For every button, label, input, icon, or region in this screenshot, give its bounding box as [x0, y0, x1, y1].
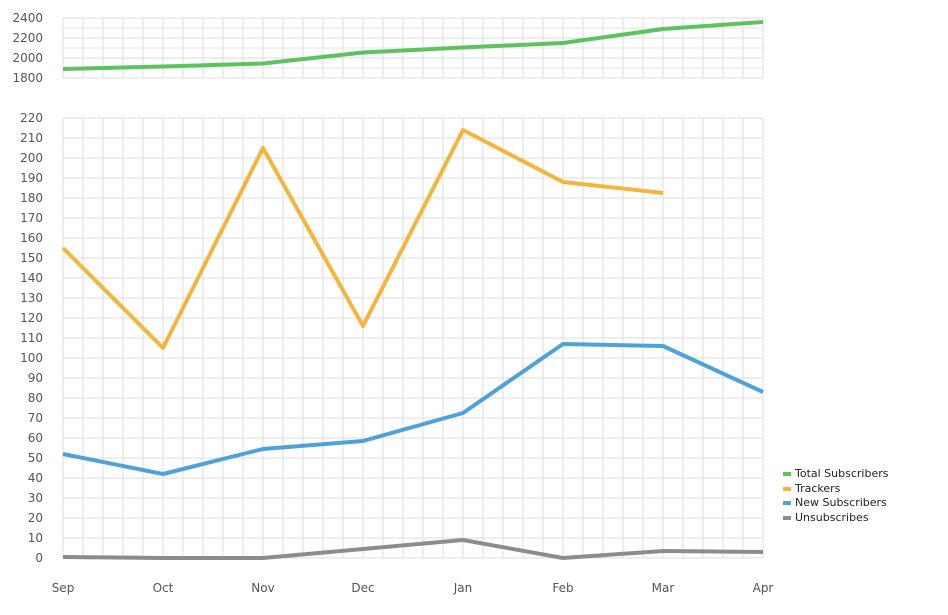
bottom-y-tick-label: 50: [28, 451, 43, 465]
x-tick-label-dec: Dec: [351, 581, 374, 595]
x-tick-label-mar: Mar: [652, 581, 675, 595]
bottom-y-tick-label: 140: [20, 271, 43, 285]
x-tick-label-sep: Sep: [52, 581, 75, 595]
bottom-y-tick-label: 160: [20, 231, 43, 245]
bottom-y-tick-label: 200: [20, 151, 43, 165]
top-y-tick-label: 1800: [12, 71, 43, 85]
bottom-y-tick-label: 80: [28, 391, 43, 405]
legend-swatch-new-subscribers: [783, 501, 791, 506]
bottom-y-tick-label: 10: [28, 531, 43, 545]
bottom-y-tick-label: 210: [20, 131, 43, 145]
bottom-y-tick-label: 0: [35, 551, 43, 565]
bottom-y-tick-label: 20: [28, 511, 43, 525]
legend-label-unsubscribes: Unsubscribes: [795, 510, 869, 524]
bottom-y-tick-label: 60: [28, 431, 43, 445]
bottom-y-tick-label: 30: [28, 491, 43, 505]
x-tick-label-apr: Apr: [753, 581, 774, 595]
bottom-y-tick-label: 90: [28, 371, 43, 385]
bottom-y-tick-label: 100: [20, 351, 43, 365]
x-tick-label-nov: Nov: [251, 581, 274, 595]
top-y-tick-label: 2000: [12, 51, 43, 65]
x-tick-label-oct: Oct: [153, 581, 174, 595]
series-line-trackers: [61, 128, 664, 350]
legend-item-trackers: Trackers: [783, 482, 888, 497]
bottom-y-tick-label: 40: [28, 471, 43, 485]
top-y-tick-label: 2200: [12, 31, 43, 45]
bottom-y-tick-label: 120: [20, 311, 43, 325]
legend-swatch-trackers: [783, 486, 791, 491]
x-tick-label-jan: Jan: [453, 581, 473, 595]
legend-label-trackers: Trackers: [795, 481, 841, 495]
series-line-unsubscribes: [62, 538, 764, 560]
chart-legend: Total Subscribers Trackers New Subscribe…: [783, 467, 888, 525]
legend-item-new-subscribers: New Subscribers: [783, 496, 888, 511]
legend-swatch-total-subscribers: [783, 472, 791, 477]
bottom-y-tick-label: 190: [20, 171, 43, 185]
bottom-y-tick-label: 70: [28, 411, 43, 425]
legend-item-total-subscribers: Total Subscribers: [783, 467, 888, 482]
legend-swatch-unsubscribes: [783, 515, 791, 520]
x-tick-label-feb: Feb: [552, 581, 573, 595]
top-y-tick-label: 2400: [12, 11, 43, 25]
bottom-y-tick-label: 150: [20, 251, 43, 265]
series-line-new-subscribers: [62, 342, 764, 476]
legend-label-new-subscribers: New Subscribers: [795, 496, 887, 509]
legend-item-unsubscribes: Unsubscribes: [783, 511, 888, 526]
bottom-y-tick-label: 110: [20, 331, 43, 345]
series-line-total-subscribers: [62, 20, 764, 71]
legend-label-total-subscribers: Total Subscribers: [795, 467, 889, 480]
bottom-y-tick-label: 180: [20, 191, 43, 205]
bottom-y-tick-label: 170: [20, 211, 43, 225]
bottom-y-tick-label: 220: [20, 111, 43, 125]
bottom-y-tick-label: 130: [20, 291, 43, 305]
